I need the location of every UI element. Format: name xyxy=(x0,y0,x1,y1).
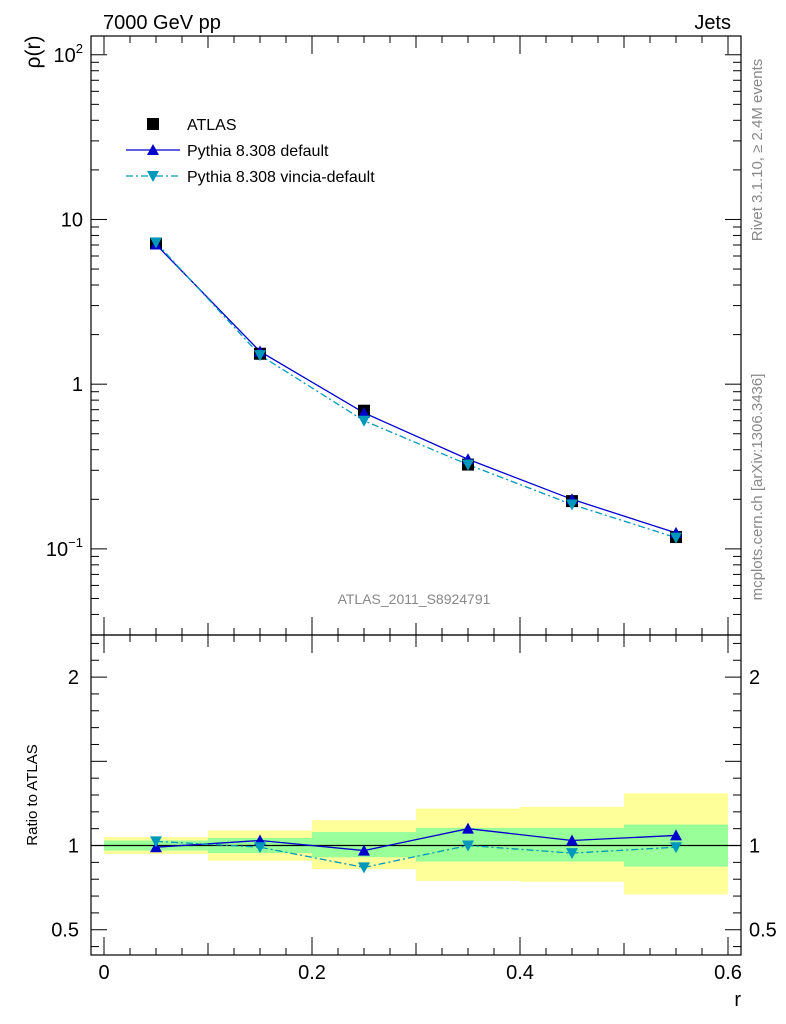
x-tick-label: 0 xyxy=(98,962,109,984)
ratio-default-line xyxy=(155,828,677,852)
x-tick-label: 0.4 xyxy=(506,962,534,984)
vincia-data-point xyxy=(462,459,474,471)
main-y-tick-label: 10−1 xyxy=(46,535,83,561)
main-y-axis-label: ρ(r) xyxy=(22,36,45,69)
vincia-data-point xyxy=(254,350,266,362)
ratio-y-tick-label-left: 2 xyxy=(68,667,79,689)
legend-marker-atlas xyxy=(147,118,159,130)
ratio-y-axis-label: Ratio to ATLAS xyxy=(24,744,41,845)
header-left: 7000 GeV pp xyxy=(103,12,221,34)
ratio-vincia-point xyxy=(358,862,370,874)
x-tick-label: 0.6 xyxy=(714,962,742,984)
legend-label-vincia: Pythia 8.308 vincia-default xyxy=(187,169,375,186)
tick-label-base: 10 xyxy=(46,539,68,561)
tick-label-exponent: −1 xyxy=(68,535,83,550)
tick-label-base: 10 xyxy=(54,45,76,67)
default-data-point xyxy=(358,406,370,418)
header-right: Jets xyxy=(694,12,731,34)
ratio-vincia-line xyxy=(155,840,677,869)
ratio-default-point xyxy=(462,822,474,834)
rivet-version-label: Rivet 3.1.10, ≥ 2.4M events xyxy=(749,59,766,242)
ratio-y-tick-label-right: 1 xyxy=(749,836,760,858)
analysis-label: ATLAS_2011_S8924791 xyxy=(338,591,491,607)
vincia-data-point xyxy=(670,532,682,544)
legend-marker-vincia xyxy=(147,171,159,182)
ratio-y-tick-label-right: 0.5 xyxy=(749,920,777,942)
vincia-data-point xyxy=(358,415,370,427)
legend: ATLAS Pythia 8.308 default Pythia 8.308 … xyxy=(126,117,375,186)
vincia-data-point xyxy=(150,237,162,249)
x-axis-label: r xyxy=(734,989,741,1011)
ratio-vincia-point xyxy=(150,836,162,848)
axis-ticks xyxy=(91,36,741,955)
ratio-default-point xyxy=(670,829,682,841)
tick-label-exponent: 2 xyxy=(76,41,83,56)
vincia-data-point xyxy=(566,499,578,511)
legend-marker-default xyxy=(147,144,159,155)
vincia-line xyxy=(155,242,677,539)
ratio-vincia-point xyxy=(566,848,578,860)
main-y-tick-label: 1 xyxy=(72,374,83,396)
ratio-y-tick-label-left: 0.5 xyxy=(51,920,79,942)
legend-label-atlas: ATLAS xyxy=(187,117,237,134)
ratio-default-point xyxy=(566,834,578,846)
ratio-vincia-point xyxy=(462,840,474,852)
main-y-tick-label: 10 xyxy=(61,209,83,231)
ratio-y-tick-label-right: 2 xyxy=(749,667,760,689)
x-tick-label: 0.2 xyxy=(298,962,326,984)
mcplots-reference-label: mcplots.cern.ch [arXiv:1306.3436] xyxy=(749,374,766,601)
ratio-vincia-point xyxy=(670,842,682,854)
ratio-default-point xyxy=(358,844,370,856)
default-line xyxy=(155,244,677,534)
main-series-group xyxy=(150,237,682,544)
ratio-vincia-point xyxy=(254,842,266,854)
ratio-series-group xyxy=(150,822,682,874)
main-y-tick-label: 102 xyxy=(54,41,83,67)
legend-label-default: Pythia 8.308 default xyxy=(187,143,329,160)
ratio-y-tick-label-left: 1 xyxy=(68,836,79,858)
